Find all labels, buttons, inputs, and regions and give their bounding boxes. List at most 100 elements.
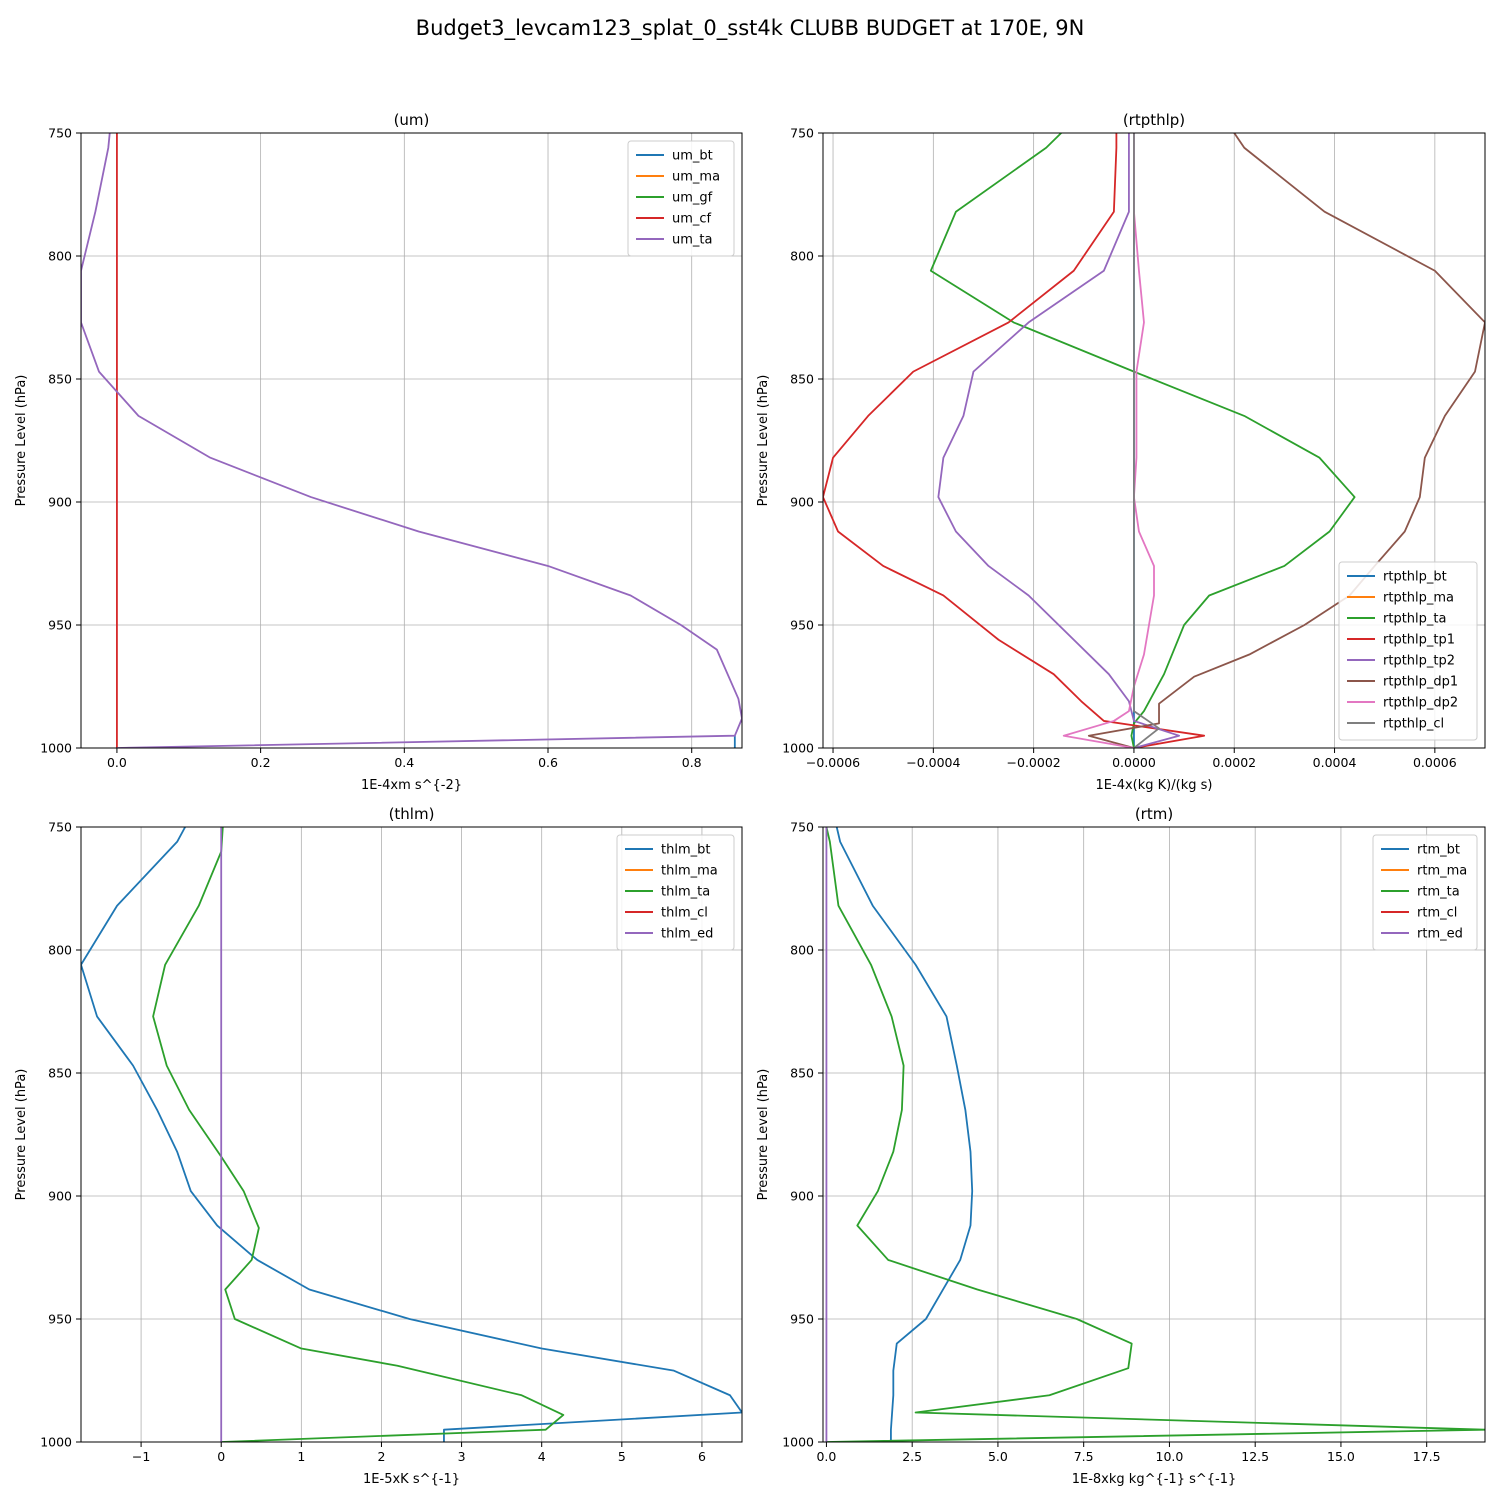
chart-panel-1: −0.0006 −0.0004 −0.0002 0.0000 0.0002 0.0004 0… bbox=[756, 111, 1486, 793]
chart-panel-0: 0.0 0.2 0.4 0.6 0.8 750 800 850 900 950 1000 (um) 1E… bbox=[14, 111, 743, 793]
legend-label-rtm_ed: rtm_ed bbox=[1417, 927, 1463, 942]
y-tick-label-0-2: 850 bbox=[48, 372, 72, 387]
y-tick-label-2-5: 1000 bbox=[40, 1435, 72, 1450]
y-tick-label-1-0: 750 bbox=[790, 126, 814, 141]
series-line-rtm_bt bbox=[835, 827, 974, 1442]
panel-title-1: (rtpthlp) bbox=[1123, 111, 1185, 129]
legend-label-um_gf: um_gf bbox=[672, 191, 713, 206]
x-tick-label-0-4: 0.8 bbox=[682, 755, 702, 770]
series-group-3 bbox=[825, 827, 1485, 1442]
x-tick-label-1-0: −0.0006 bbox=[806, 755, 860, 770]
y-tick-label-0-1: 800 bbox=[48, 249, 72, 264]
panel-title-2: (thlm) bbox=[389, 805, 435, 823]
series-line-rtm_ta bbox=[825, 827, 1485, 1442]
x-tick-label-0-0: 0.0 bbox=[107, 755, 127, 770]
legend-label-thlm_bt: thlm_bt bbox=[661, 843, 710, 858]
y-tick-label-2-3: 900 bbox=[48, 1189, 72, 1204]
legend-label-rtpthlp_tp1: rtpthlp_tp1 bbox=[1383, 633, 1455, 648]
y-tick-label-1-2: 850 bbox=[790, 372, 814, 387]
y-tick-label-3-4: 950 bbox=[790, 1312, 814, 1327]
series-line-rtpthlp_dp2 bbox=[1062, 133, 1155, 748]
panel-title-3: (rtm) bbox=[1135, 805, 1173, 823]
y-axis-label-0: Pressure Level (hPa) bbox=[14, 375, 29, 507]
legend-label-rtpthlp_tp2: rtpthlp_tp2 bbox=[1383, 654, 1455, 669]
legend-label-rtpthlp_cl: rtpthlp_cl bbox=[1383, 717, 1444, 732]
x-axis-label-1: 1E-4x(kg K)/(kg s) bbox=[1096, 778, 1213, 793]
series-line-rtpthlp_ta bbox=[929, 133, 1356, 748]
legend-label-um_bt: um_bt bbox=[672, 149, 713, 164]
legend-label-rtm_ma: rtm_ma bbox=[1417, 864, 1467, 879]
x-tick-label-3-0: 0.0 bbox=[816, 1449, 836, 1464]
x-tick-label-2-5: 4 bbox=[538, 1449, 546, 1464]
legend-label-rtm_ta: rtm_ta bbox=[1417, 885, 1460, 900]
y-tick-label-2-4: 950 bbox=[48, 1312, 72, 1327]
chart-panel-2: −1 0 1 2 3 4 5 6 750 800 850 900 950 1000 (thlm) 1E-5xK… bbox=[14, 805, 743, 1487]
x-tick-label-2-4: 3 bbox=[458, 1449, 466, 1464]
x-tick-label-3-4: 10.0 bbox=[1156, 1449, 1184, 1464]
legend-label-thlm_ta: thlm_ta bbox=[661, 885, 710, 900]
y-tick-label-2-2: 850 bbox=[48, 1066, 72, 1081]
y-tick-label-1-5: 1000 bbox=[782, 741, 814, 756]
chart-panel-3: 0.0 2.5 5.0 7.5 10.0 12.5 15.0 17.5 750 800 850 900… bbox=[756, 805, 1486, 1487]
y-tick-label-3-0: 750 bbox=[790, 820, 814, 835]
legend-label-thlm_ma: thlm_ma bbox=[661, 864, 718, 879]
x-tick-label-1-4: 0.0002 bbox=[1212, 755, 1256, 770]
x-tick-label-1-5: 0.0004 bbox=[1313, 755, 1357, 770]
y-tick-label-0-0: 750 bbox=[48, 126, 72, 141]
x-tick-label-2-0: −1 bbox=[132, 1449, 150, 1464]
x-tick-label-1-6: 0.0006 bbox=[1413, 755, 1457, 770]
legend-label-rtpthlp_dp1: rtpthlp_dp1 bbox=[1383, 675, 1458, 690]
legend-label-um_cf: um_cf bbox=[672, 212, 712, 227]
y-tick-label-3-1: 800 bbox=[790, 943, 814, 958]
legend-1: rtpthlp_bt rtpthlp_ma rtpthlp_ta rtpthlp_tp… bbox=[1338, 561, 1478, 741]
x-tick-label-2-7: 6 bbox=[698, 1449, 706, 1464]
y-tick-label-1-3: 900 bbox=[790, 495, 814, 510]
legend-label-rtpthlp_ta: rtpthlp_ta bbox=[1383, 612, 1446, 627]
x-tick-label-2-3: 2 bbox=[377, 1449, 385, 1464]
panel-title-0: (um) bbox=[394, 111, 430, 129]
legend-box-2 bbox=[616, 834, 735, 951]
series-line-rtpthlp_cl bbox=[1133, 133, 1160, 748]
x-axis-label-2: 1E-5xK s^{-1} bbox=[363, 1472, 460, 1487]
y-tick-label-1-4: 950 bbox=[790, 618, 814, 633]
x-axis-label-3: 1E-8xkg kg^{-1} s^{-1} bbox=[1072, 1472, 1237, 1487]
legend-3: rtm_bt rtm_ma rtm_ta rtm_cl rtm_ed bbox=[1372, 834, 1478, 951]
x-tick-label-3-6: 15.0 bbox=[1327, 1449, 1355, 1464]
legend-label-rtpthlp_ma: rtpthlp_ma bbox=[1383, 591, 1454, 606]
legend-label-rtpthlp_bt: rtpthlp_bt bbox=[1383, 570, 1447, 585]
legend-label-rtm_bt: rtm_bt bbox=[1417, 843, 1460, 858]
legend-label-um_ma: um_ma bbox=[672, 170, 720, 185]
plot-frame-0 bbox=[80, 132, 743, 749]
legend-label-thlm_cl: thlm_cl bbox=[661, 906, 708, 921]
series-line-rtpthlp_dp1 bbox=[1087, 133, 1485, 748]
series-line-um_ta bbox=[81, 133, 742, 748]
legend-box-0 bbox=[627, 140, 735, 257]
figure-title: Budget3_levcam123_splat_0_sst4k CLUBB BU… bbox=[415, 16, 1085, 40]
legend-label-um_ta: um_ta bbox=[672, 233, 712, 248]
y-axis-label-1: Pressure Level (hPa) bbox=[756, 375, 771, 507]
y-tick-label-3-2: 850 bbox=[790, 1066, 814, 1081]
legend-2: thlm_bt thlm_ma thlm_ta thlm_cl thlm_ed bbox=[616, 834, 735, 951]
legend-box-3 bbox=[1372, 834, 1478, 951]
y-axis-label-2: Pressure Level (hPa) bbox=[14, 1069, 29, 1201]
legend-0: um_bt um_ma um_gf um_cf um_ta bbox=[627, 140, 735, 257]
plot-frame-2 bbox=[80, 826, 743, 1443]
series-line-rtpthlp_tp1 bbox=[823, 133, 1206, 748]
series-line-thlm_bt bbox=[81, 827, 742, 1442]
series-group-1 bbox=[823, 133, 1485, 748]
y-tick-label-2-0: 750 bbox=[48, 820, 72, 835]
series-group-0 bbox=[81, 133, 742, 748]
x-tick-label-3-2: 5.0 bbox=[988, 1449, 1008, 1464]
x-axis-label-0: 1E-4xm s^{-2} bbox=[361, 778, 462, 793]
x-tick-label-0-3: 0.6 bbox=[538, 755, 558, 770]
legend-label-rtm_cl: rtm_cl bbox=[1417, 906, 1457, 921]
y-tick-label-2-1: 800 bbox=[48, 943, 72, 958]
plot-frame-3 bbox=[822, 826, 1486, 1443]
x-tick-label-1-2: −0.0002 bbox=[1007, 755, 1061, 770]
y-axis-label-3: Pressure Level (hPa) bbox=[756, 1069, 771, 1201]
y-tick-label-1-1: 800 bbox=[790, 249, 814, 264]
x-tick-label-0-1: 0.2 bbox=[251, 755, 271, 770]
x-tick-label-2-1: 0 bbox=[217, 1449, 225, 1464]
legend-box-1 bbox=[1338, 561, 1478, 741]
legend-label-thlm_ed: thlm_ed bbox=[661, 927, 713, 942]
